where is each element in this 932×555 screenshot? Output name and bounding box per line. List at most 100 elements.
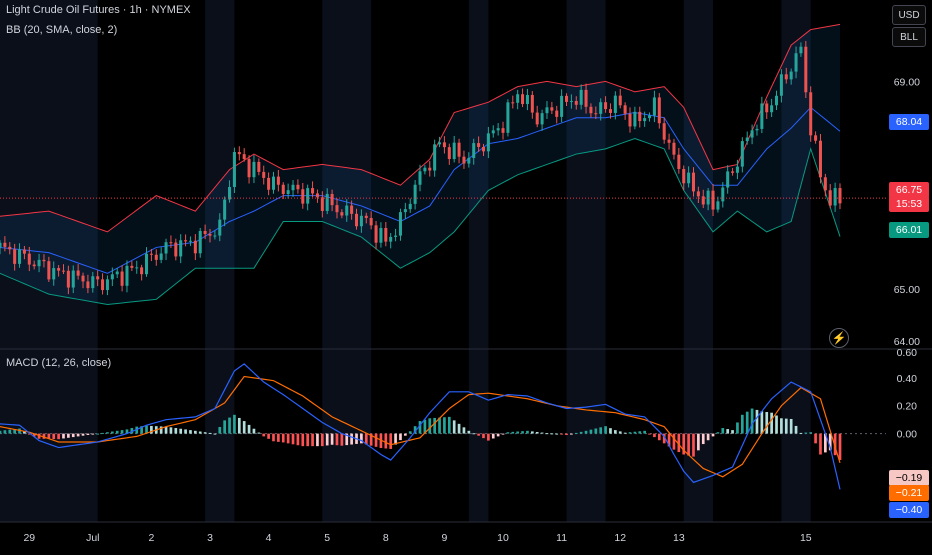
candle-body	[765, 103, 769, 113]
session-band	[205, 0, 235, 522]
candle-body	[618, 95, 622, 106]
macd-histogram-bar	[47, 433, 51, 439]
candle-body	[66, 270, 70, 288]
candle-body	[188, 240, 192, 242]
candle-body	[374, 225, 378, 243]
macd-histogram-bar	[433, 417, 436, 434]
macd-histogram-bar	[706, 433, 710, 441]
candle-body	[535, 112, 539, 125]
candle-body	[335, 205, 339, 213]
price-axis-tick: 64.00	[894, 336, 920, 348]
signal-badge: −0.21	[889, 485, 929, 501]
candle-body	[91, 276, 95, 289]
macd-histogram-bar	[223, 420, 226, 434]
macd-histogram-bar	[101, 432, 104, 434]
bb-indicator-label[interactable]: BB (20, SMA, close, 2)	[6, 24, 118, 36]
macd-histogram-bar	[384, 433, 388, 449]
candle-body	[814, 135, 818, 141]
candle-body	[247, 158, 251, 178]
candle-body	[345, 205, 349, 216]
time-axis-tick: 11	[556, 532, 567, 544]
macd-histogram-bar	[115, 430, 119, 434]
macd-histogram-bar	[140, 426, 143, 434]
macd-histogram-bar	[257, 432, 261, 434]
candle-body	[276, 176, 280, 185]
macd-histogram-bar	[423, 419, 427, 434]
macd-histogram-bar	[604, 426, 607, 434]
candle-body	[354, 213, 359, 227]
macd-histogram-bar	[535, 431, 539, 434]
time-axis-tick: Jul	[86, 532, 99, 544]
macd-histogram-bar	[374, 433, 378, 447]
candle-body	[648, 115, 652, 119]
candle-body	[750, 130, 754, 138]
macd-histogram-bar	[27, 433, 31, 435]
macd-histogram-bar	[521, 431, 524, 434]
macd-histogram-bar	[584, 430, 588, 434]
macd-histogram-bar	[296, 433, 300, 446]
macd-histogram-bar	[3, 430, 7, 434]
scale-button[interactable]: BLL	[892, 27, 926, 47]
macd-line	[0, 363, 841, 490]
macd-histogram-bar	[404, 433, 407, 436]
candle-body	[804, 46, 808, 93]
macd-histogram-bar	[203, 432, 207, 434]
candle-body	[667, 139, 671, 143]
macd-histogram-bar	[286, 433, 290, 444]
candle-body	[477, 143, 481, 147]
macd-histogram-bar	[682, 433, 686, 455]
candle-body	[237, 152, 241, 155]
macd-histogram-bar	[169, 427, 173, 434]
macd-histogram-bar	[467, 430, 471, 434]
candle-body	[101, 279, 105, 291]
macd-histogram-bar	[106, 432, 109, 434]
macd-histogram-bar	[32, 433, 36, 437]
candle-body	[809, 92, 813, 136]
candle-body	[755, 128, 759, 131]
macd-histogram-bar	[599, 427, 603, 434]
candle-body	[613, 95, 617, 113]
candle-body	[42, 259, 46, 262]
time-axis-tick: 13	[673, 532, 685, 544]
macd-histogram-bar	[399, 433, 402, 441]
candle-body	[789, 71, 793, 80]
candle-body	[462, 156, 466, 164]
macd-histogram-bar	[252, 428, 256, 434]
time-axis-tick: 29	[23, 532, 35, 544]
candle-body	[452, 142, 456, 160]
candle-body	[193, 240, 197, 254]
candle-body	[125, 265, 129, 286]
macd-histogram-bar	[526, 430, 529, 434]
macd-histogram-bar	[789, 418, 793, 434]
lightning-icon[interactable]: ⚡	[829, 328, 849, 348]
candle-body	[369, 217, 373, 226]
candle-body	[501, 128, 505, 133]
macd-histogram-bar	[320, 433, 324, 447]
candle-body	[687, 172, 691, 184]
macd-histogram-bar	[335, 433, 339, 446]
candle-body	[633, 111, 637, 127]
candle-body	[105, 279, 109, 291]
candle-body	[359, 215, 363, 227]
macd-histogram-bar	[67, 433, 70, 438]
countdown-badge: 15:53	[889, 196, 929, 212]
price-axis-tick: 65.00	[894, 284, 920, 296]
macd-histogram-bar	[242, 421, 246, 434]
chart-title[interactable]: Light Crude Oil Futures · 1h · NYMEX	[6, 4, 191, 16]
macd-histogram-bar	[125, 429, 129, 434]
macd-indicator-label[interactable]: MACD (12, 26, close)	[6, 357, 112, 369]
macd-axis-tick: 0.20	[897, 401, 918, 413]
macd-histogram-bar	[228, 417, 231, 434]
currency-button[interactable]: USD	[892, 5, 926, 25]
macd-histogram-bar	[52, 433, 56, 440]
candle-body	[555, 110, 559, 117]
macd-histogram-bar	[379, 433, 383, 449]
candle-body	[169, 242, 173, 244]
candle-body	[252, 161, 256, 178]
candle-body	[203, 230, 207, 235]
candle-body	[740, 141, 744, 167]
macd-histogram-bar	[740, 414, 744, 434]
macd-histogram-bar	[291, 433, 295, 445]
candle-body	[828, 190, 832, 206]
